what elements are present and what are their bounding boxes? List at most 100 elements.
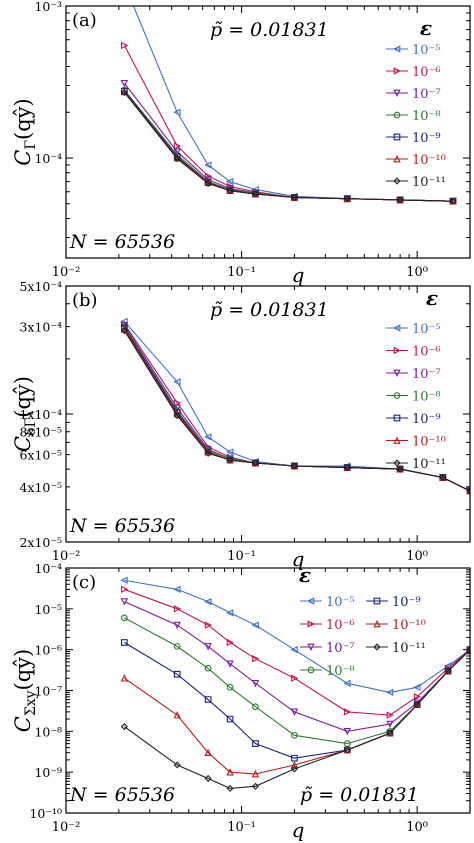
data-point [173,412,181,420]
y-label-main: C [11,716,35,732]
data-point [251,679,260,688]
legend-marker [393,154,401,163]
data-point [290,645,298,654]
x-tick-label: 10⁻¹ [227,820,256,835]
legend-item: 10⁻⁹ [386,131,441,146]
plot-frame [65,285,471,543]
data-point [251,459,260,467]
legend: ε 10⁻⁵ 10⁻⁶ 10⁻⁷ 10⁻⁸ 10⁻⁹ 10⁻¹⁰ 10⁻¹¹ [299,563,426,679]
data-point [226,187,234,195]
data-point [291,754,298,762]
legend-marker [306,597,315,605]
data-point [226,660,234,668]
legend-item: 10⁻⁷ [386,367,441,382]
legend-marker [373,643,381,651]
data-point [226,768,234,776]
data-point [173,605,182,613]
legend-item: 10⁻⁸ [300,664,355,679]
y-label-main: C [11,436,35,452]
legend-label: 10⁻⁸ [326,664,355,679]
legend-title: ε [420,16,432,40]
data-point [252,703,259,711]
data-point [204,597,212,606]
data-point [386,711,394,719]
data-point [121,585,129,594]
data-point [291,731,298,739]
legend-label: 10⁻⁵ [412,43,441,58]
series-line [123,330,470,492]
panel-label: (c) [72,572,96,593]
y-label-arg: (qŷ) [11,376,35,418]
series-line [123,92,454,202]
data-point [173,711,181,719]
chart-panel-2: 10⁻² 10⁻¹ 10⁰ 2x10⁻⁵ 4x10⁻⁵ 6x10⁻⁵ 8x10⁻⁵ 1x10⁻… [11,279,471,571]
y-tick-label: 3x10⁻⁴ [19,320,62,335]
y-tick-label: 6x10⁻⁵ [19,448,62,463]
y-label-sub: Σxy [23,690,39,716]
data-point [343,746,351,754]
data-point [466,646,470,654]
data-point [226,609,234,617]
legend-marker [393,89,401,98]
legend-label: 10⁻¹⁰ [412,435,446,450]
data-point [121,614,128,622]
y-tick-label: 5x10⁻⁴ [19,279,62,294]
data-point [120,723,128,731]
legend-label: 10⁻⁷ [326,641,355,656]
data-point [120,598,129,606]
legend-marker [307,643,315,652]
data-point [251,621,259,629]
series-line [123,90,454,202]
y-tick-label: 2x10⁻⁵ [19,535,62,550]
axis-ticks [65,5,471,258]
legend-item: 10⁻⁹ [366,595,421,610]
data-point [396,196,404,204]
data-point [120,674,129,682]
data-point [466,486,470,495]
x-tick-label: 10⁻¹ [227,549,256,564]
data-point [226,448,234,456]
data-point [466,645,470,654]
legend-marker [307,666,315,674]
legend-marker [392,45,401,53]
y-tick-label: 4x10⁻⁵ [19,480,62,495]
x-tick-label: 10⁻² [52,549,81,564]
data-point [343,727,351,736]
data-point [204,621,213,629]
data-point [204,433,212,441]
data-point [173,643,181,650]
y-axis-label: CδΓ(qŷ) [11,376,39,452]
data-point [226,784,234,792]
data-point [120,576,128,584]
x-tick-label: 10⁰ [406,549,428,564]
data-point [173,585,181,594]
x-tick-label: 10⁻² [52,820,81,835]
legend-item: 10⁻¹⁰ [366,618,426,633]
series-group [120,317,470,495]
data-point [386,720,394,729]
legend-item: 10⁻¹⁰ [386,435,446,450]
data-point [251,782,260,790]
panel-label: (a) [72,10,97,31]
legend-item: 10⁻⁵ [386,43,441,58]
legend-item: 10⁻⁸ [386,109,441,124]
data-point [204,696,212,703]
p-annotation: p̃ = 0.01831 [210,299,329,321]
legend-marker [393,177,401,185]
data-point [252,655,260,663]
data-point [252,740,259,747]
data-point [226,683,234,691]
y-tick-label: 1x10⁻⁴ [19,407,62,422]
data-point [444,667,452,675]
legend-label: 10⁻¹⁰ [392,618,426,633]
legend-item: 10⁻⁷ [386,87,441,102]
data-point [413,701,421,709]
legend-label: 10⁻⁵ [326,595,355,610]
series-line [124,579,470,693]
y-axis-label: CΓ(qŷ) [11,98,39,166]
legend-label: 10⁻⁹ [412,131,441,146]
n-annotation: N = 65536 [69,784,175,806]
data-point [121,639,128,646]
y-tick-label: 10⁻³ [34,0,62,14]
data-point [204,179,212,188]
